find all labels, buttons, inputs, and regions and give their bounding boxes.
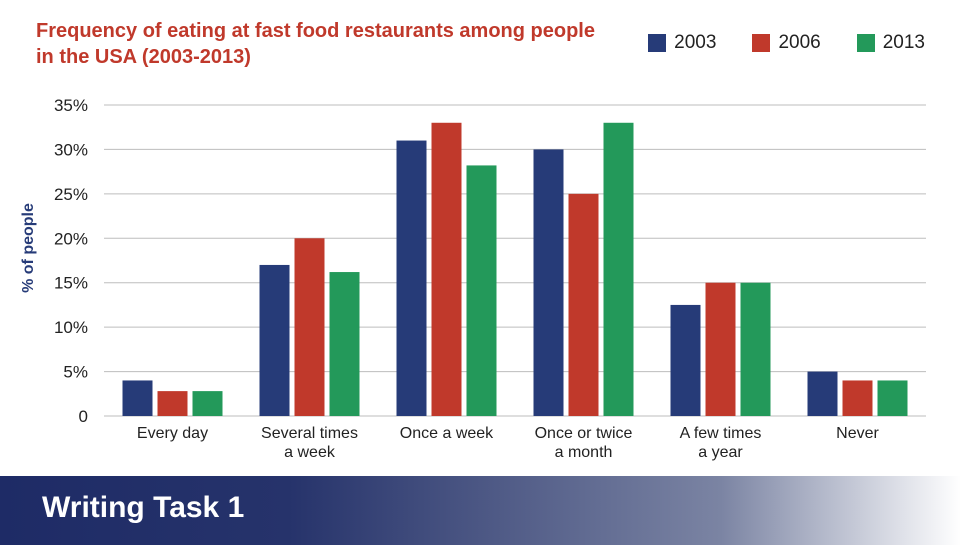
bar-2013-5 <box>877 380 908 416</box>
x-tick-label: Every day <box>137 425 208 442</box>
legend-item-2003: 2003 <box>648 32 716 54</box>
bar-2006-3 <box>568 193 599 416</box>
y-tick-label: 5% <box>63 363 88 382</box>
x-tick-label: A few times <box>680 425 762 442</box>
y-axis-label: % of people <box>20 203 37 293</box>
footer-banner: Writing Task 1 <box>0 476 961 545</box>
bar-chart: 0 5% 10% 15% 20% 25% 30% 35% % of people Every da… <box>20 96 926 461</box>
bar-2003-3 <box>533 149 564 416</box>
x-tick-label: a week <box>284 444 336 461</box>
chart-title: Frequency of eating at fast food restaur… <box>36 20 595 68</box>
bar-2006-2 <box>431 122 462 417</box>
legend-label-2013: 2013 <box>882 32 925 53</box>
y-tick-label: 20% <box>54 229 88 248</box>
x-tick-label: Once or twice <box>535 425 633 442</box>
legend: 2003 2006 2013 <box>648 32 925 54</box>
x-tick-label: Once a week <box>400 425 494 442</box>
legend-swatch-2013 <box>856 34 875 52</box>
y-tick-label: 35% <box>54 96 88 115</box>
legend-item-2013: 2013 <box>856 32 925 54</box>
y-tick-label: 0 <box>79 407 88 426</box>
y-tick-label: 25% <box>54 185 88 204</box>
bar-2013-0 <box>192 391 223 416</box>
bar-2013-4 <box>740 282 771 416</box>
bar-2013-2 <box>466 165 497 416</box>
footer-title: Writing Task 1 <box>42 491 245 524</box>
bar-2003-5 <box>807 371 838 416</box>
bar-2003-2 <box>396 140 427 417</box>
x-tick-label: a year <box>698 444 743 461</box>
x-tick-label: Never <box>836 425 879 442</box>
bar-2013-1 <box>329 272 360 416</box>
bar-2003-4 <box>670 304 701 416</box>
x-tick-label: a month <box>555 444 613 461</box>
legend-label-2006: 2006 <box>778 32 821 53</box>
legend-swatch-2006 <box>752 34 771 52</box>
bar-2003-0 <box>122 380 153 416</box>
bar-2006-1 <box>294 238 325 416</box>
legend-item-2006: 2006 <box>752 32 821 54</box>
x-tick-label: Several times <box>261 425 358 442</box>
y-tick-label: 30% <box>54 140 88 159</box>
y-tick-label: 15% <box>54 274 88 293</box>
bar-2006-5 <box>842 380 873 416</box>
legend-swatch-2003 <box>648 34 667 52</box>
bar-2006-0 <box>157 391 188 416</box>
bar-2006-4 <box>705 282 736 416</box>
bar-2003-1 <box>259 264 290 416</box>
y-tick-label: 10% <box>54 318 88 337</box>
bar-2013-3 <box>603 122 634 417</box>
legend-label-2003: 2003 <box>674 32 717 53</box>
